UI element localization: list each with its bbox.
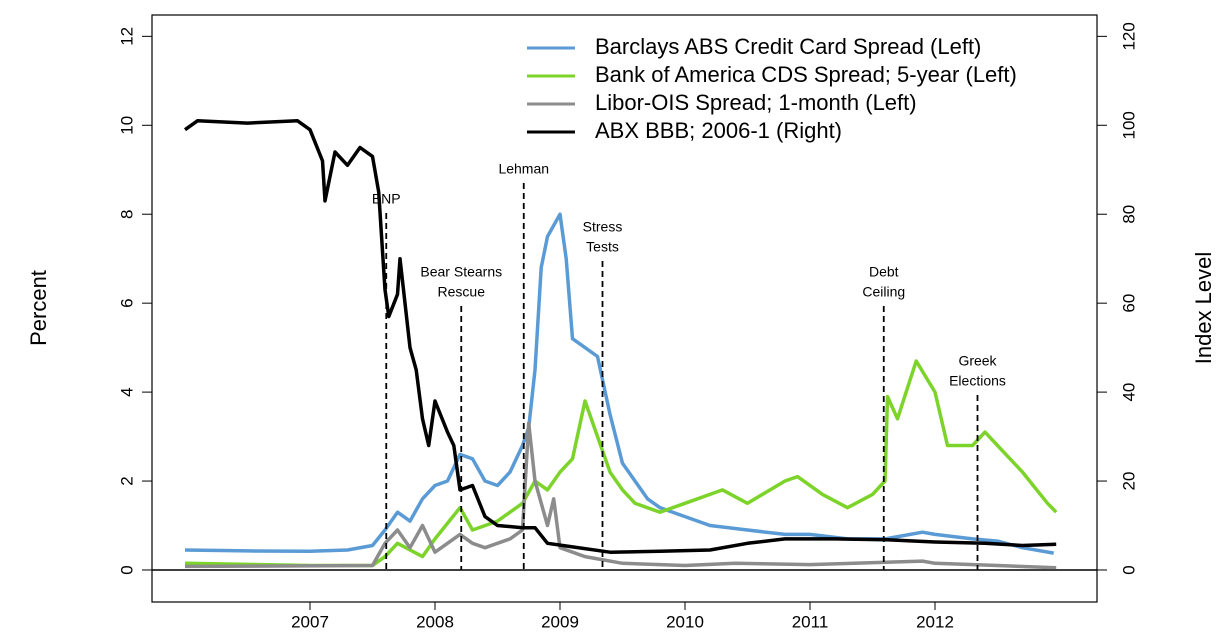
legend-label: Bank of America CDS Spread; 5-year (Left… [595,62,1017,87]
y2-tick-label: 40 [1119,383,1138,402]
series-line [183,119,1057,554]
y-tick-label: 8 [117,209,136,218]
y-tick-label: 10 [117,116,136,135]
y2-tick-label: 120 [1119,22,1138,50]
y2-tick-label: 0 [1119,565,1138,574]
annotation-label: Elections [949,373,1006,389]
annotation-label: Ceiling [862,284,905,300]
x-tick-label: 2011 [792,612,829,631]
y-tick-label: 0 [117,565,136,574]
annotation-label: Tests [586,239,619,255]
legend-label: Libor-OIS Spread; 1-month (Left) [595,90,917,115]
annotation-label: Rescue [438,284,486,300]
y2-tick-label: 20 [1119,472,1138,491]
y-tick-label: 6 [117,298,136,307]
x-tick-label: 2012 [916,612,954,631]
series-line [184,421,1057,570]
annotation-label: Debt [869,264,899,280]
x-tick-label: 2008 [416,612,454,631]
y-tick-label: 2 [117,476,136,485]
annotation-label: Stress [583,219,623,235]
y-tick-label: 4 [117,387,136,396]
y-tick-label: 12 [117,27,136,46]
y-axis-title: Percent [26,270,51,346]
legend-label: Barclays ABS Credit Card Spread (Left) [595,34,981,59]
y2-tick-label: 100 [1119,111,1138,139]
x-tick-label: 2007 [291,612,329,631]
legend-label: ABX BBB; 2006-1 (Right) [595,118,842,143]
series-line [184,359,1058,568]
annotation-label: Lehman [498,161,549,177]
annotation-label: BNP [372,191,401,207]
x-tick-label: 2010 [666,612,704,631]
annotation-label: Greek [958,353,997,369]
annotation-label: Bear Stearns [420,264,502,280]
y2-tick-label: 80 [1119,205,1138,224]
x-tick-label: 2009 [541,612,579,631]
series-line [184,212,1054,555]
y2-tick-label: 60 [1119,294,1138,313]
y2-axis-title: Index Level [1191,252,1216,365]
